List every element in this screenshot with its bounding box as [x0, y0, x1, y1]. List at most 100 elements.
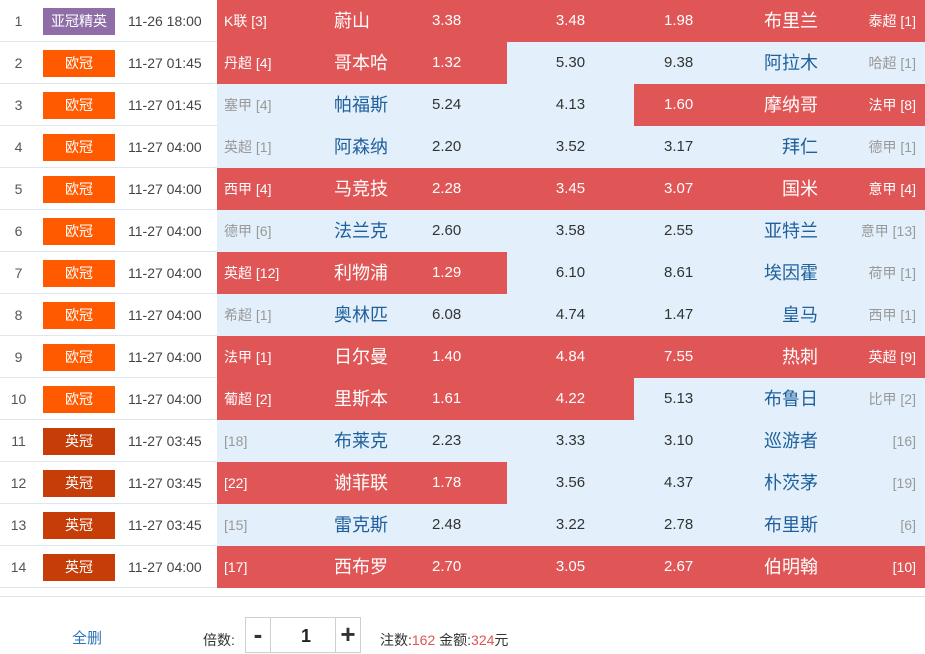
- away-team: 伯明翰: [764, 557, 818, 577]
- home-team: 利物浦: [334, 263, 388, 283]
- away-odd: 9.38: [664, 54, 694, 71]
- draw-option[interactable]: 4.13: [507, 84, 634, 126]
- home-rank: 法甲 [1]: [224, 349, 272, 365]
- away-rank: 德甲 [1]: [868, 139, 916, 155]
- draw-option[interactable]: 3.45: [507, 168, 634, 210]
- match-index: 12: [10, 475, 27, 491]
- away-win-option[interactable]: 1.47 皇马 西甲 [1]: [634, 294, 925, 336]
- home-win-option[interactable]: 德甲 [6] 法兰克 2.60: [217, 210, 507, 252]
- draw-option[interactable]: 3.58: [507, 210, 634, 252]
- away-odd: 7.55: [664, 348, 694, 365]
- draw-odd: 5.30: [555, 54, 586, 71]
- draw-option[interactable]: 3.56: [507, 462, 634, 504]
- league-cell: 欧冠: [37, 336, 120, 378]
- away-rank: 比甲 [2]: [868, 391, 916, 407]
- home-win-option[interactable]: 丹超 [4] 哥本哈 1.32: [217, 42, 507, 84]
- amount-value: 324: [471, 632, 495, 648]
- home-win-option[interactable]: 法甲 [1] 日尔曼 1.40: [217, 336, 507, 378]
- away-odd: 2.67: [664, 558, 694, 575]
- draw-option[interactable]: 3.48: [507, 0, 634, 42]
- away-win-option[interactable]: 1.60 摩纳哥 法甲 [8]: [634, 84, 925, 126]
- draw-odd: 3.58: [555, 222, 586, 239]
- home-win-option[interactable]: [17] 西布罗 2.70: [217, 546, 507, 588]
- bets-label: 注数:: [380, 632, 412, 648]
- home-win-option[interactable]: 葡超 [2] 里斯本 1.61: [217, 378, 507, 420]
- home-win-option[interactable]: [18] 布莱克 2.23: [217, 420, 507, 462]
- away-win-option[interactable]: 1.98 布里兰 泰超 [1]: [634, 0, 925, 42]
- home-team: 雷克斯: [334, 515, 388, 535]
- away-win-option[interactable]: 3.17 拜仁 德甲 [1]: [634, 126, 925, 168]
- draw-option[interactable]: 4.84: [507, 336, 634, 378]
- home-win-option[interactable]: 英超 [12] 利物浦 1.29: [217, 252, 507, 294]
- away-team: 拜仁: [782, 137, 818, 157]
- away-rank: 荷甲 [1]: [868, 265, 916, 281]
- away-win-option[interactable]: 3.10 巡游者 [16]: [634, 420, 925, 462]
- draw-option[interactable]: 3.05: [507, 546, 634, 588]
- away-rank: 西甲 [1]: [868, 307, 916, 323]
- away-odd: 3.17: [664, 138, 694, 155]
- home-rank: 英超 [1]: [224, 139, 272, 155]
- away-win-option[interactable]: 2.67 伯明翰 [10]: [634, 546, 925, 588]
- home-rank: 西甲 [4]: [224, 181, 272, 197]
- draw-option[interactable]: 4.74: [507, 294, 634, 336]
- increment-button[interactable]: +: [335, 618, 360, 652]
- home-odd: 2.48: [432, 516, 462, 533]
- home-team: 阿森纳: [334, 137, 388, 157]
- draw-option[interactable]: 5.30: [507, 42, 634, 84]
- home-team: 里斯本: [334, 389, 388, 409]
- away-win-option[interactable]: 2.78 布里斯 [6]: [634, 504, 925, 546]
- away-team: 布里斯: [764, 515, 818, 535]
- draw-option[interactable]: 6.10: [507, 252, 634, 294]
- home-rank: 英超 [12]: [224, 265, 280, 281]
- home-odd: 2.70: [432, 558, 462, 575]
- league-badge: 欧冠: [43, 344, 115, 371]
- draw-option[interactable]: 4.22: [507, 378, 634, 420]
- away-win-option[interactable]: 2.55 亚特兰 意甲 [13]: [634, 210, 925, 252]
- away-rank: [19]: [892, 475, 916, 491]
- match-time: 11-26 18:00: [128, 13, 202, 29]
- draw-option[interactable]: 3.22: [507, 504, 634, 546]
- decrement-button[interactable]: -: [246, 618, 271, 652]
- match-time: 11-27 03:45: [128, 475, 202, 491]
- clear-all-link[interactable]: 全删: [72, 630, 103, 647]
- league-badge: 欧冠: [43, 176, 115, 203]
- away-rank: 意甲 [4]: [868, 181, 916, 197]
- league-badge: 欧冠: [43, 92, 115, 119]
- away-win-option[interactable]: 4.37 朴茨茅 [19]: [634, 462, 925, 504]
- away-team: 阿拉木: [764, 53, 818, 73]
- home-win-option[interactable]: 塞甲 [4] 帕福斯 5.24: [217, 84, 507, 126]
- home-win-option[interactable]: [15] 雷克斯 2.48: [217, 504, 507, 546]
- home-rank: 德甲 [6]: [224, 223, 272, 239]
- home-team: 日尔曼: [334, 347, 388, 367]
- away-win-option[interactable]: 7.55 热刺 英超 [9]: [634, 336, 925, 378]
- match-row: 14 英冠 11-27 04:00 [17] 西布罗 2.70 3.05 2.67 伯明翰 [10…: [0, 546, 925, 588]
- draw-odd: 4.13: [555, 96, 586, 113]
- match-row: 6 欧冠 11-27 04:00 德甲 [6] 法兰克 2.60 3.58 2.55 亚特兰 意甲…: [0, 210, 925, 252]
- away-rank: 法甲 [8]: [868, 97, 916, 113]
- league-badge: 欧冠: [43, 386, 115, 413]
- league-cell: 欧冠: [37, 168, 120, 210]
- match-row: 3 欧冠 11-27 01:45 塞甲 [4] 帕福斯 5.24 4.13 1.60 摩纳哥 法甲…: [0, 84, 925, 126]
- away-win-option[interactable]: 9.38 阿拉木 哈超 [1]: [634, 42, 925, 84]
- match-row: 12 英冠 11-27 03:45 [22] 谢菲联 1.78 3.56 4.37 朴茨茅 [19…: [0, 462, 925, 504]
- away-win-option[interactable]: 8.61 埃因霍 荷甲 [1]: [634, 252, 925, 294]
- draw-option[interactable]: 3.52: [507, 126, 634, 168]
- home-team: 西布罗: [334, 557, 388, 577]
- away-win-option[interactable]: 3.07 国米 意甲 [4]: [634, 168, 925, 210]
- home-win-option[interactable]: 西甲 [4] 马竞技 2.28: [217, 168, 507, 210]
- away-team: 布鲁日: [764, 389, 818, 409]
- home-win-option[interactable]: [22] 谢菲联 1.78: [217, 462, 507, 504]
- home-win-option[interactable]: 希超 [1] 奥林匹 6.08: [217, 294, 507, 336]
- match-time: 11-27 04:00: [128, 265, 202, 281]
- match-time: 11-27 04:00: [128, 139, 202, 155]
- match-row: 13 英冠 11-27 03:45 [15] 雷克斯 2.48 3.22 2.78 布里斯 [6]: [0, 504, 925, 546]
- home-rank: 塞甲 [4]: [224, 97, 272, 113]
- bets-count: 162: [411, 632, 436, 648]
- away-win-option[interactable]: 5.13 布鲁日 比甲 [2]: [634, 378, 925, 420]
- home-win-option[interactable]: 英超 [1] 阿森纳 2.20: [217, 126, 507, 168]
- multiplier-input[interactable]: [271, 618, 341, 654]
- match-time: 11-27 04:00: [128, 307, 202, 323]
- home-win-option[interactable]: K联 [3] 蔚山 3.38: [217, 0, 507, 42]
- home-odd: 3.38: [432, 12, 462, 29]
- draw-option[interactable]: 3.33: [507, 420, 634, 462]
